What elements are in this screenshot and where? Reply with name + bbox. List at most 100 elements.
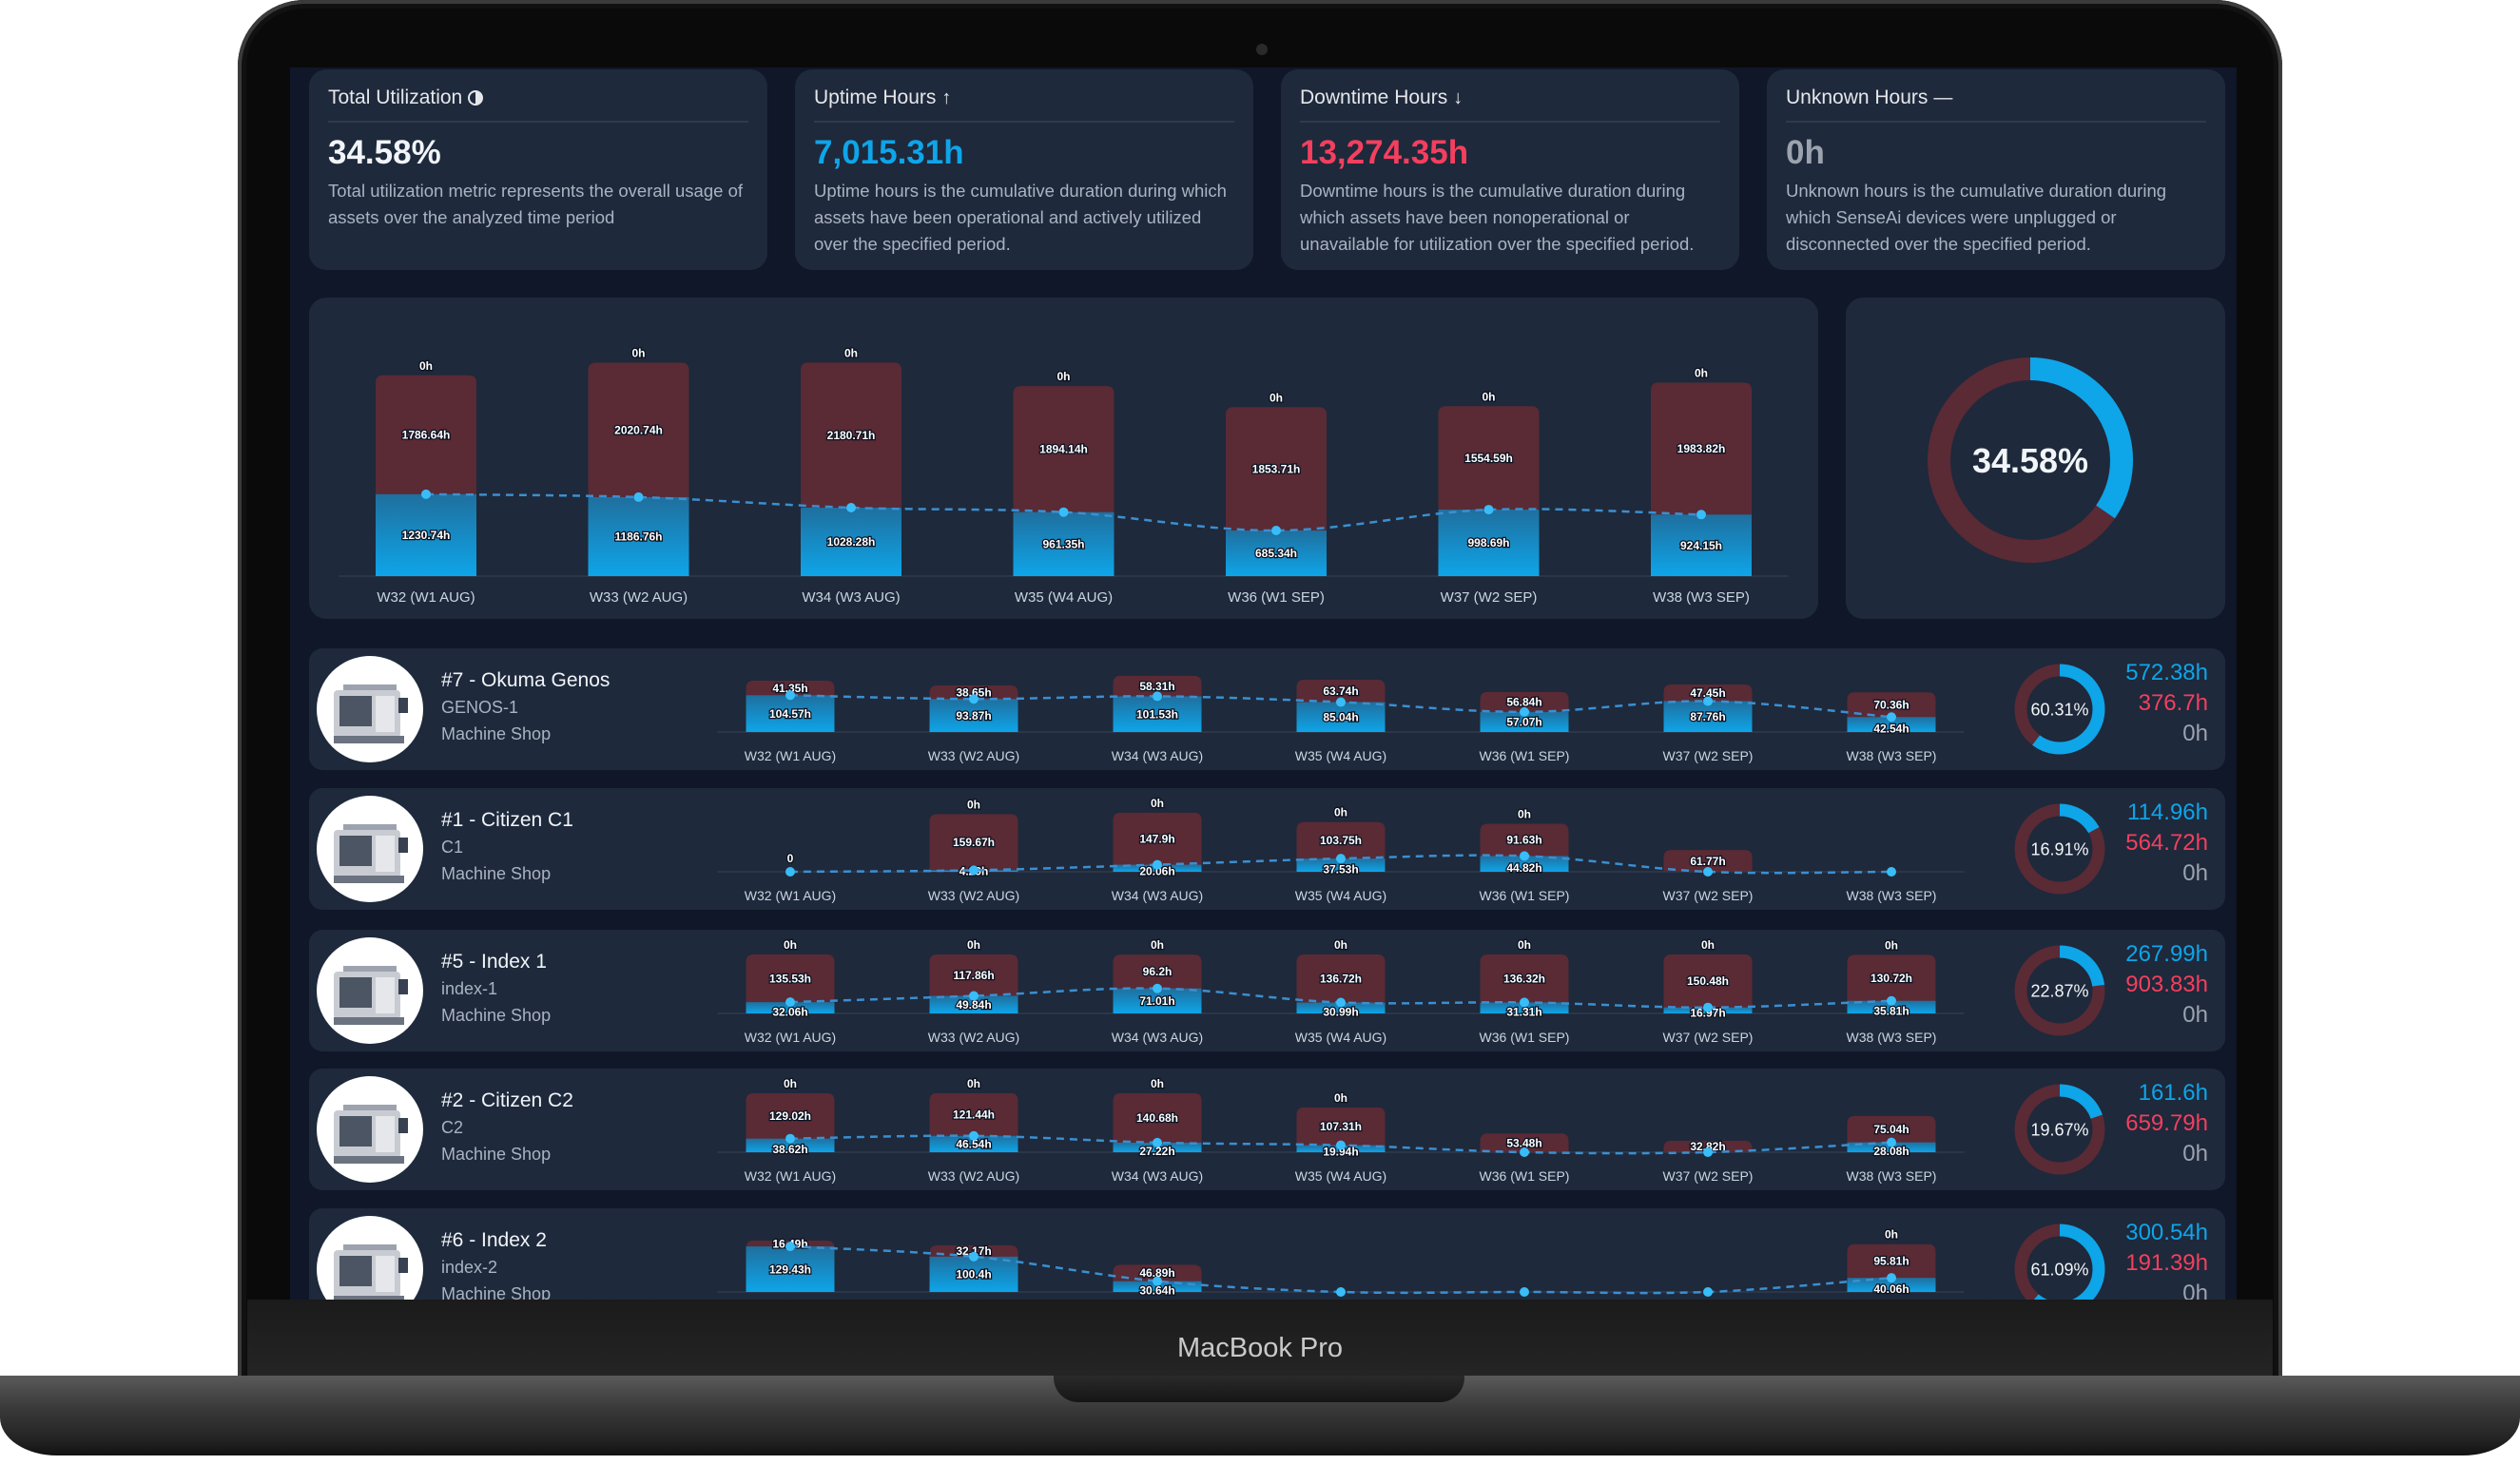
uptime-bar[interactable]: [1438, 510, 1540, 576]
downtime-bar[interactable]: [1663, 954, 1753, 1013]
uptime-bar[interactable]: [1013, 511, 1115, 576]
trend-point[interactable]: [1336, 854, 1346, 864]
uptime-bar[interactable]: [929, 1256, 1018, 1292]
uptime-bar[interactable]: [929, 995, 1018, 1013]
bar-group[interactable]: 103.75h 37.53h 0h: [1296, 804, 1386, 877]
downtime-bar[interactable]: [746, 1092, 835, 1152]
uptime-bar[interactable]: [1651, 514, 1752, 576]
bar-group[interactable]: 129.02h 38.62h 0h: [746, 1076, 835, 1157]
bar-group[interactable]: 47.45h 87.76h: [1663, 684, 1753, 732]
bar-group[interactable]: 58.31h 101.53h: [1113, 675, 1202, 732]
trend-point[interactable]: [1703, 1287, 1713, 1297]
trend-point[interactable]: [1483, 505, 1494, 515]
uptime-bar[interactable]: [801, 508, 901, 576]
trend-point[interactable]: [969, 865, 979, 876]
trend-point[interactable]: [785, 867, 795, 877]
trend-point[interactable]: [1271, 526, 1281, 536]
bar-group[interactable]: 2020.74h 1186.76h 0h: [588, 345, 689, 576]
trend-point[interactable]: [1336, 697, 1346, 707]
bar-group[interactable]: 70.36h 42.54h: [1847, 692, 1936, 737]
downtime-bar[interactable]: [1113, 1092, 1202, 1152]
trend-point[interactable]: [1058, 507, 1069, 517]
uptime-bar[interactable]: [746, 1246, 835, 1292]
uptime-bar[interactable]: [1226, 530, 1327, 576]
uptime-bar[interactable]: [1113, 1281, 1202, 1292]
trend-point[interactable]: [1520, 997, 1529, 1008]
uptime-bar[interactable]: [376, 493, 476, 576]
uptime-bar[interactable]: [1847, 1142, 1936, 1152]
bar-group[interactable]: 140.68h 27.22h 0h: [1113, 1076, 1202, 1159]
uptime-bar[interactable]: [929, 699, 1018, 732]
uptime-bar[interactable]: [1296, 1002, 1386, 1013]
trend-point[interactable]: [1703, 1147, 1713, 1157]
bar-group[interactable]: 159.67h4.29h0h: [929, 797, 1018, 879]
bar-group[interactable]: 2180.71h 1028.28h 0h: [801, 345, 901, 576]
uptime-bar[interactable]: [929, 1135, 1018, 1152]
uptime-bar[interactable]: [1480, 856, 1569, 872]
downtime-bar[interactable]: [1113, 812, 1202, 872]
trend-point[interactable]: [785, 997, 795, 1008]
trend-point[interactable]: [1520, 851, 1529, 861]
machine-title[interactable]: #7 - Okuma Genos: [441, 669, 611, 691]
downtime-bar[interactable]: [1663, 1140, 1753, 1152]
trend-point[interactable]: [846, 503, 856, 513]
uptime-bar[interactable]: [1847, 1000, 1936, 1013]
bar-group[interactable]: 1894.14h 961.35h 0h: [1013, 369, 1115, 576]
machine-title[interactable]: #5 - Index 1: [441, 951, 547, 973]
machine-title[interactable]: #2 - Citizen C2: [441, 1089, 573, 1111]
bar-group[interactable]: 136.32h 31.31h 0h: [1480, 937, 1569, 1020]
trend-point[interactable]: [1887, 1273, 1896, 1283]
machine-title[interactable]: #6 - Index 2: [441, 1229, 547, 1251]
bar-group[interactable]: 130.72h 35.81h 0h: [1847, 937, 1936, 1019]
bar-group[interactable]: 121.44h 46.54h 0h: [929, 1076, 1018, 1152]
trend-point[interactable]: [969, 1251, 979, 1262]
trend-point[interactable]: [1703, 1002, 1713, 1012]
trend-point[interactable]: [1520, 1287, 1529, 1297]
machine-row[interactable]: #2 - Citizen C2 C2 Machine Shop 129.02h 38.6…: [309, 1069, 2225, 1190]
uptime-bar[interactable]: [1480, 1002, 1569, 1013]
bar-group[interactable]: 136.72h 30.99h 0h: [1296, 937, 1386, 1020]
machine-row[interactable]: #5 - Index 1 index-1 Machine Shop 135.53h 32…: [309, 930, 2225, 1051]
trend-point[interactable]: [785, 1133, 795, 1144]
uptime-bar[interactable]: [1847, 717, 1936, 732]
downtime-bar[interactable]: [1847, 954, 1936, 1013]
trend-point[interactable]: [1887, 867, 1896, 877]
trend-point[interactable]: [1887, 995, 1896, 1006]
bar-group[interactable]: 41.35h 104.57h: [746, 681, 835, 732]
downtime-bar[interactable]: [1296, 954, 1386, 1013]
bar-group[interactable]: 91.63h 44.82h 0h: [1480, 806, 1569, 876]
downtime-bar[interactable]: [929, 814, 1018, 872]
trend-point[interactable]: [969, 991, 979, 1001]
uptime-bar[interactable]: [1847, 1278, 1936, 1292]
uptime-bar[interactable]: [746, 695, 835, 732]
trend-point[interactable]: [1703, 867, 1713, 877]
trend-point[interactable]: [1336, 997, 1346, 1008]
trend-point[interactable]: [1887, 712, 1896, 723]
bar-group[interactable]: 1853.71h 685.34h 0h: [1226, 390, 1327, 576]
trend-point[interactable]: [969, 1130, 979, 1141]
uptime-bar[interactable]: [1663, 701, 1753, 732]
trend-point[interactable]: [969, 694, 979, 704]
uptime-bar[interactable]: [1113, 696, 1202, 732]
bar-group[interactable]: 1983.82h 924.15h 0h: [1651, 365, 1752, 576]
trend-point[interactable]: [785, 690, 795, 701]
bar-group[interactable]: 61.77h: [1663, 850, 1753, 872]
trend-point[interactable]: [1153, 859, 1162, 870]
trend-point[interactable]: [1336, 1287, 1346, 1297]
trend-point[interactable]: [785, 1242, 795, 1252]
trend-point[interactable]: [1336, 1140, 1346, 1150]
uptime-bar[interactable]: [1480, 711, 1569, 732]
bar-group[interactable]: 38.65h 93.87h: [929, 684, 1018, 732]
trend-point[interactable]: [1520, 706, 1529, 717]
trend-point[interactable]: [1520, 1147, 1529, 1157]
bar-group[interactable]: 1786.64h 1230.74h 0h: [376, 358, 476, 576]
trend-point[interactable]: [421, 489, 431, 499]
downtime-bar[interactable]: [1296, 1107, 1386, 1152]
bar-group[interactable]: 135.53h 32.06h 0h: [746, 937, 835, 1020]
machine-title[interactable]: #1 - Citizen C1: [441, 809, 573, 831]
bar-group[interactable]: 0: [785, 851, 795, 867]
bar-group[interactable]: 32.82h: [1663, 1139, 1753, 1154]
downtime-bar[interactable]: [1480, 954, 1569, 1013]
uptime-bar[interactable]: [1296, 702, 1386, 732]
